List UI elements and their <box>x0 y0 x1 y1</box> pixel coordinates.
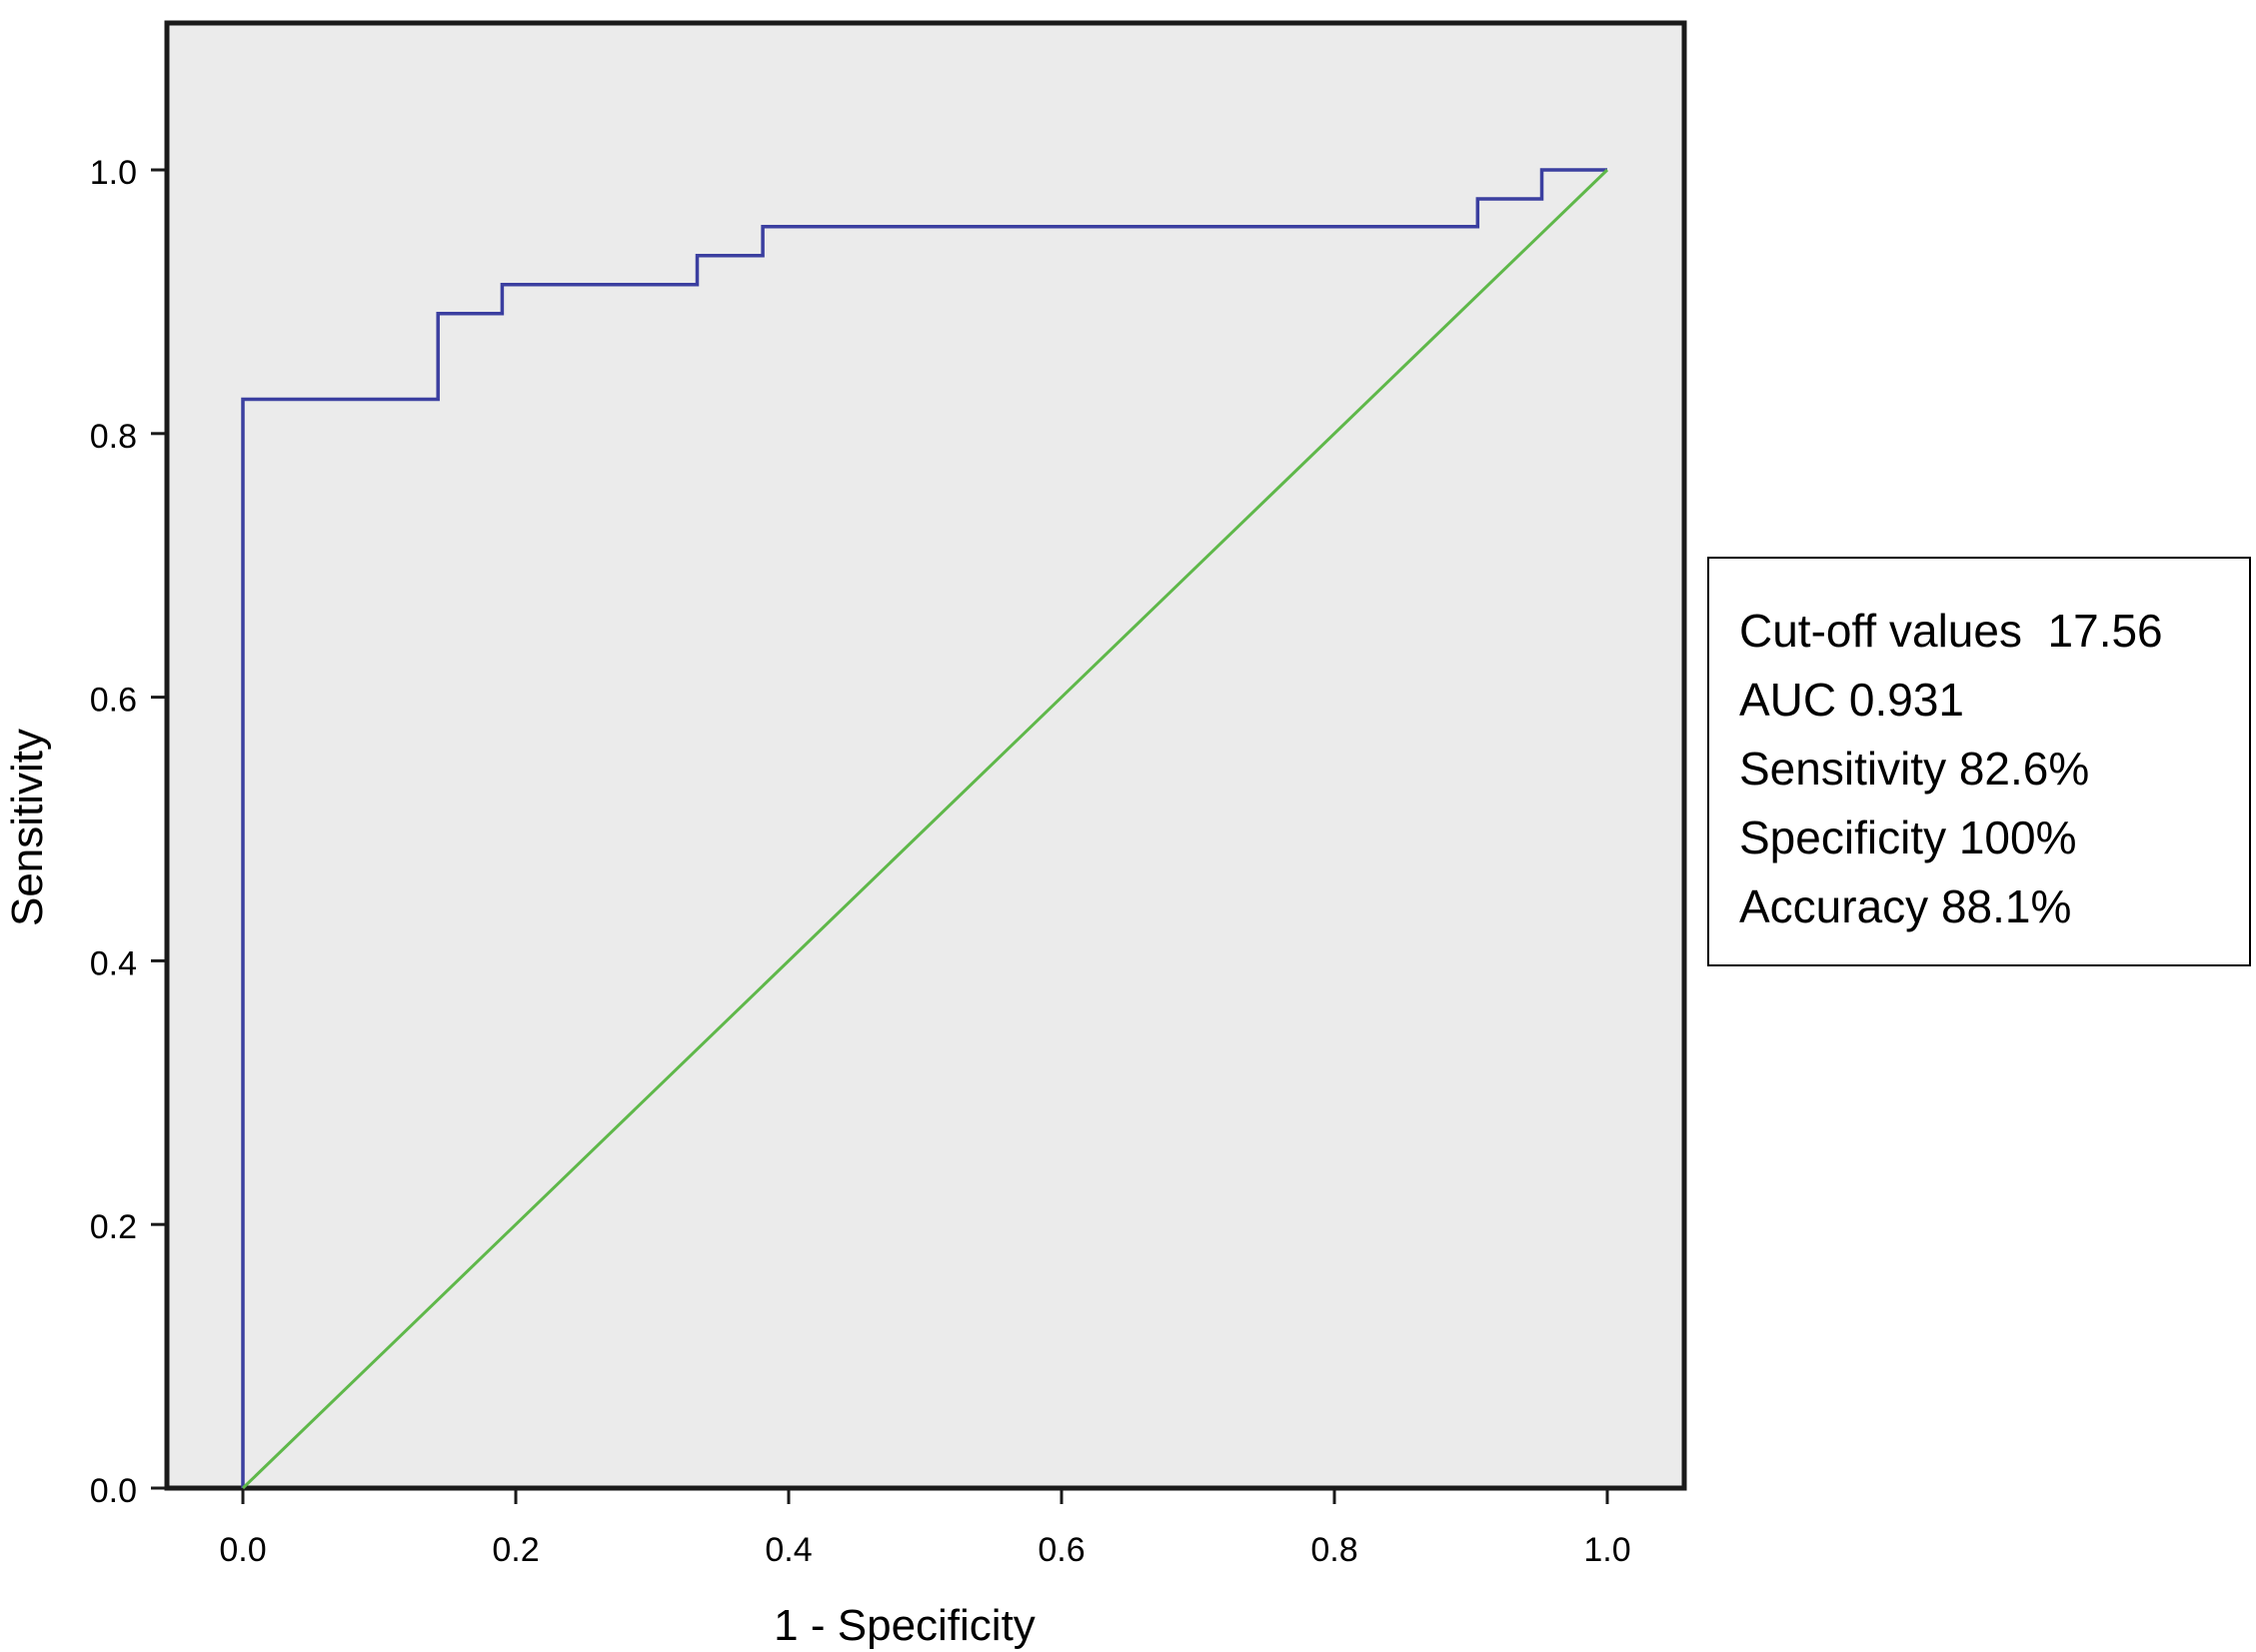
series-layer <box>241 168 1609 1490</box>
plot-area <box>164 20 1687 1491</box>
x-axis-ticks: 0.0 0.2 0.4 0.6 0.8 1.0 <box>219 1488 1631 1569</box>
y-tick-label-3: 0.6 <box>90 682 137 720</box>
stats-specificity-line: Specificity 100% <box>1739 812 2077 863</box>
x-tick-label-3: 0.6 <box>1038 1531 1085 1569</box>
x-tick-label-5: 1.0 <box>1583 1531 1630 1569</box>
stats-sensitivity-line: Sensitivity 82.6% <box>1739 743 2090 795</box>
stats-cutoff-line: Cut-off values 17.56 <box>1739 605 2163 657</box>
x-tick-label-4: 0.8 <box>1310 1531 1357 1569</box>
y-tick-label-0: 0.0 <box>90 1472 137 1510</box>
x-tick-label-0: 0.0 <box>219 1531 266 1569</box>
stats-annotation-box: Cut-off values 17.56 AUC 0.931 Sensitivi… <box>1707 557 2251 966</box>
reference-diagonal-line-1 <box>241 168 1609 1490</box>
x-axis-label: 1 - Specificity <box>774 1601 1036 1650</box>
roc-curve-line-0 <box>241 168 1607 1488</box>
y-axis-ticks: 0.0 0.2 0.4 0.6 0.8 1.0 <box>90 154 167 1510</box>
y-axis-label: Sensitivity <box>3 729 52 926</box>
y-tick-label-1: 0.2 <box>90 1208 137 1246</box>
stats-accuracy-line: Accuracy 88.1% <box>1739 880 2072 932</box>
x-tick-label-2: 0.4 <box>765 1531 812 1569</box>
stats-auc-line: AUC 0.931 <box>1739 674 1965 726</box>
x-tick-label-1: 0.2 <box>492 1531 539 1569</box>
y-tick-label-4: 0.8 <box>90 418 137 456</box>
y-tick-label-2: 0.4 <box>90 944 137 982</box>
y-tick-label-5: 1.0 <box>90 154 137 192</box>
